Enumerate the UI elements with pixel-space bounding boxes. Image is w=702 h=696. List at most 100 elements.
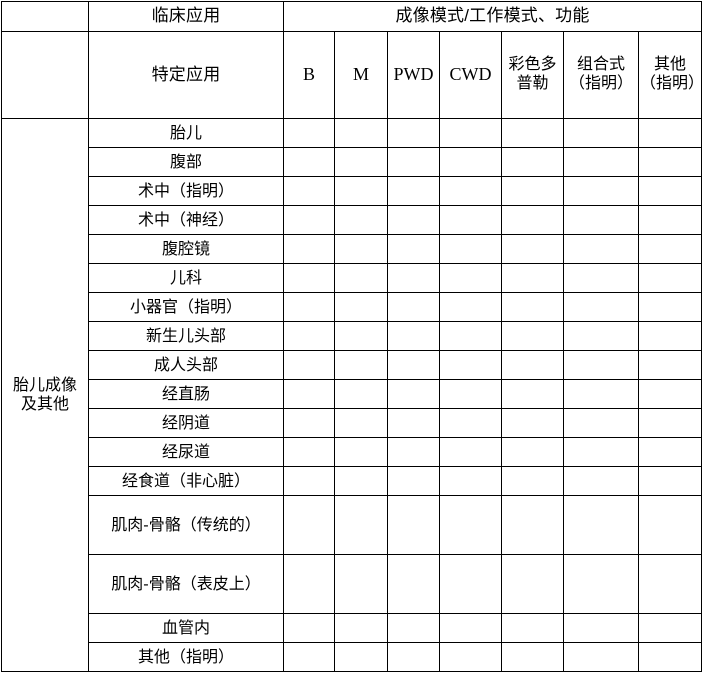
mode-checkbox-cell[interactable] — [334, 642, 388, 672]
mode-checkbox-cell[interactable] — [439, 408, 502, 438]
mode-checkbox-cell[interactable] — [439, 263, 502, 293]
mode-checkbox-cell[interactable] — [637, 263, 702, 293]
mode-checkbox-cell[interactable] — [501, 350, 564, 380]
mode-checkbox-cell[interactable] — [439, 321, 502, 351]
mode-checkbox-cell[interactable] — [563, 205, 639, 235]
mode-checkbox-cell[interactable] — [387, 118, 440, 148]
mode-checkbox-cell[interactable] — [334, 321, 388, 351]
mode-checkbox-cell[interactable] — [439, 613, 502, 643]
mode-checkbox-cell[interactable] — [439, 495, 502, 555]
mode-checkbox-cell[interactable] — [334, 379, 388, 409]
mode-checkbox-cell[interactable] — [501, 263, 564, 293]
mode-checkbox-cell[interactable] — [637, 408, 702, 438]
mode-checkbox-cell[interactable] — [637, 292, 702, 322]
mode-checkbox-cell[interactable] — [334, 408, 388, 438]
mode-checkbox-cell[interactable] — [334, 437, 388, 467]
mode-checkbox-cell[interactable] — [501, 613, 564, 643]
mode-checkbox-cell[interactable] — [563, 350, 639, 380]
mode-checkbox-cell[interactable] — [334, 495, 388, 555]
mode-checkbox-cell[interactable] — [387, 466, 440, 496]
mode-checkbox-cell[interactable] — [563, 642, 639, 672]
mode-checkbox-cell[interactable] — [501, 205, 564, 235]
mode-checkbox-cell[interactable] — [439, 147, 502, 177]
mode-checkbox-cell[interactable] — [283, 613, 335, 643]
mode-checkbox-cell[interactable] — [563, 147, 639, 177]
mode-checkbox-cell[interactable] — [637, 495, 702, 555]
mode-checkbox-cell[interactable] — [439, 118, 502, 148]
mode-checkbox-cell[interactable] — [501, 234, 564, 264]
mode-checkbox-cell[interactable] — [283, 495, 335, 555]
mode-checkbox-cell[interactable] — [501, 292, 564, 322]
mode-checkbox-cell[interactable] — [387, 263, 440, 293]
mode-checkbox-cell[interactable] — [637, 642, 702, 672]
mode-checkbox-cell[interactable] — [637, 466, 702, 496]
mode-checkbox-cell[interactable] — [563, 554, 639, 614]
mode-checkbox-cell[interactable] — [387, 176, 440, 206]
mode-checkbox-cell[interactable] — [334, 292, 388, 322]
mode-checkbox-cell[interactable] — [501, 176, 564, 206]
mode-checkbox-cell[interactable] — [387, 613, 440, 643]
mode-checkbox-cell[interactable] — [283, 350, 335, 380]
mode-checkbox-cell[interactable] — [387, 350, 440, 380]
mode-checkbox-cell[interactable] — [439, 642, 502, 672]
mode-checkbox-cell[interactable] — [637, 554, 702, 614]
mode-checkbox-cell[interactable] — [283, 379, 335, 409]
mode-checkbox-cell[interactable] — [563, 613, 639, 643]
mode-checkbox-cell[interactable] — [637, 147, 702, 177]
mode-checkbox-cell[interactable] — [439, 176, 502, 206]
mode-checkbox-cell[interactable] — [387, 437, 440, 467]
mode-checkbox-cell[interactable] — [563, 466, 639, 496]
mode-checkbox-cell[interactable] — [387, 321, 440, 351]
mode-checkbox-cell[interactable] — [439, 437, 502, 467]
mode-checkbox-cell[interactable] — [334, 118, 388, 148]
mode-checkbox-cell[interactable] — [283, 642, 335, 672]
mode-checkbox-cell[interactable] — [501, 118, 564, 148]
mode-checkbox-cell[interactable] — [283, 176, 335, 206]
mode-checkbox-cell[interactable] — [501, 642, 564, 672]
mode-checkbox-cell[interactable] — [387, 554, 440, 614]
mode-checkbox-cell[interactable] — [439, 292, 502, 322]
mode-checkbox-cell[interactable] — [334, 147, 388, 177]
mode-checkbox-cell[interactable] — [283, 263, 335, 293]
mode-checkbox-cell[interactable] — [563, 263, 639, 293]
mode-checkbox-cell[interactable] — [637, 205, 702, 235]
mode-checkbox-cell[interactable] — [387, 408, 440, 438]
mode-checkbox-cell[interactable] — [439, 554, 502, 614]
mode-checkbox-cell[interactable] — [637, 234, 702, 264]
mode-checkbox-cell[interactable] — [501, 408, 564, 438]
mode-checkbox-cell[interactable] — [439, 466, 502, 496]
mode-checkbox-cell[interactable] — [501, 495, 564, 555]
mode-checkbox-cell[interactable] — [334, 176, 388, 206]
mode-checkbox-cell[interactable] — [563, 118, 639, 148]
mode-checkbox-cell[interactable] — [439, 379, 502, 409]
mode-checkbox-cell[interactable] — [283, 466, 335, 496]
mode-checkbox-cell[interactable] — [283, 205, 335, 235]
mode-checkbox-cell[interactable] — [439, 234, 502, 264]
mode-checkbox-cell[interactable] — [283, 437, 335, 467]
mode-checkbox-cell[interactable] — [439, 205, 502, 235]
mode-checkbox-cell[interactable] — [563, 379, 639, 409]
mode-checkbox-cell[interactable] — [637, 176, 702, 206]
mode-checkbox-cell[interactable] — [334, 613, 388, 643]
mode-checkbox-cell[interactable] — [334, 466, 388, 496]
mode-checkbox-cell[interactable] — [387, 205, 440, 235]
mode-checkbox-cell[interactable] — [563, 234, 639, 264]
mode-checkbox-cell[interactable] — [387, 495, 440, 555]
mode-checkbox-cell[interactable] — [563, 495, 639, 555]
mode-checkbox-cell[interactable] — [387, 379, 440, 409]
mode-checkbox-cell[interactable] — [637, 613, 702, 643]
mode-checkbox-cell[interactable] — [334, 554, 388, 614]
mode-checkbox-cell[interactable] — [283, 408, 335, 438]
mode-checkbox-cell[interactable] — [501, 437, 564, 467]
mode-checkbox-cell[interactable] — [563, 437, 639, 467]
mode-checkbox-cell[interactable] — [283, 118, 335, 148]
mode-checkbox-cell[interactable] — [637, 350, 702, 380]
mode-checkbox-cell[interactable] — [387, 642, 440, 672]
mode-checkbox-cell[interactable] — [283, 147, 335, 177]
mode-checkbox-cell[interactable] — [334, 263, 388, 293]
mode-checkbox-cell[interactable] — [501, 466, 564, 496]
mode-checkbox-cell[interactable] — [637, 379, 702, 409]
mode-checkbox-cell[interactable] — [439, 350, 502, 380]
mode-checkbox-cell[interactable] — [387, 234, 440, 264]
mode-checkbox-cell[interactable] — [283, 292, 335, 322]
